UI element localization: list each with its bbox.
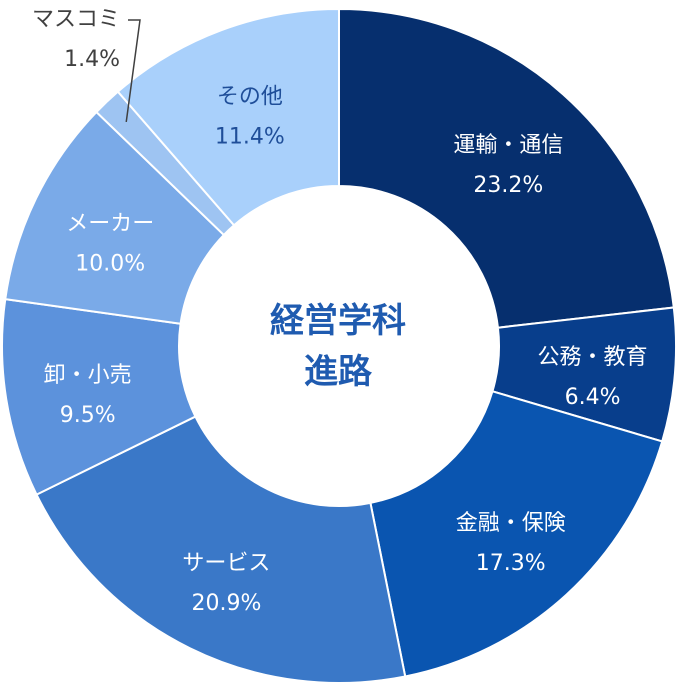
- slice-value-label: 17.3%: [476, 551, 546, 576]
- slice-2: [369, 390, 664, 678]
- slice-label: 卸・小売: [44, 363, 132, 388]
- slice-label: サービス: [182, 551, 270, 576]
- slice-value-label: 23.2%: [473, 173, 543, 198]
- slice-label: マスコミ: [32, 7, 120, 32]
- chart-center: 経営学科 進路: [270, 301, 406, 392]
- slice-value-label: 9.5%: [60, 403, 116, 428]
- slice-7: [116, 7, 340, 227]
- slice-label: 運輸・通信: [453, 133, 563, 158]
- chart-labels: 運輸・通信 23.2% 公務・教育 6.4% 金融・保険 17.3% サービス 20.9% 卸・…: [32, 7, 648, 616]
- slice-label: メーカー: [66, 211, 154, 236]
- slice-label: 金融・保険: [456, 511, 566, 536]
- slice-0: [338, 7, 675, 329]
- callout-leader-line: [125, 19, 141, 123]
- slice-label: 公務・教育: [538, 345, 648, 370]
- slice-label: その他: [217, 85, 283, 110]
- slice-3: [35, 415, 407, 684]
- chart-slices: [1, 7, 677, 684]
- slice-value-label: 6.4%: [565, 385, 621, 410]
- slice-value-label: 11.4%: [215, 125, 285, 150]
- slice-value-label: 10.0%: [75, 251, 145, 276]
- center-title-line-1: 経営学科: [270, 301, 406, 341]
- slice-value-label: 20.9%: [191, 591, 261, 616]
- center-title-line-2: 進路: [304, 352, 373, 392]
- slice-value-label: 1.4%: [64, 47, 120, 72]
